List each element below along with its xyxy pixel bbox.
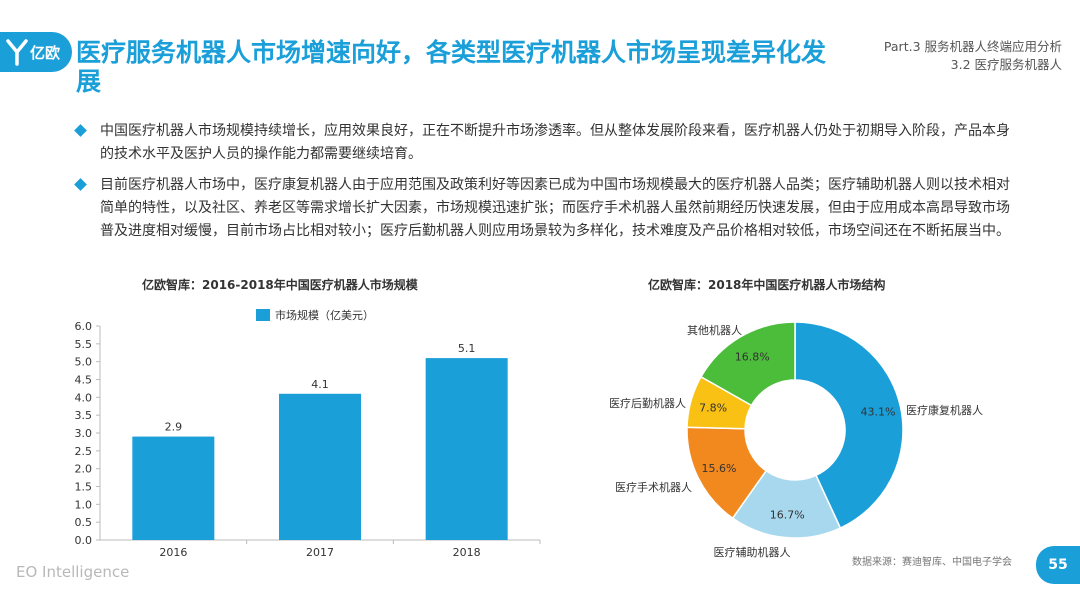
- bullet-list: 中国医疗机器人市场规模持续增长，应用效果良好，正在不断提升市场渗透率。但从整体发…: [74, 120, 1014, 251]
- page-number: 55: [1036, 546, 1080, 584]
- slice-category-label: 其他机器人: [687, 323, 742, 337]
- y-tick-label: 3.5: [75, 409, 93, 422]
- page-title: 医疗服务机器人市场增速向好，各类型医疗机器人市场呈现差异化发展: [76, 38, 827, 96]
- slice-category-label: 医疗手术机器人: [615, 480, 692, 494]
- donut-slice: [794, 321, 904, 530]
- brand-y-icon: [6, 39, 28, 66]
- bullet-item: 目前医疗机器人市场中，医疗康复机器人由于应用范围及政策利好等因素已成为中国市场规…: [74, 174, 1014, 243]
- y-tick-label: 1.0: [75, 498, 93, 511]
- legend-label: 市场规模（亿美元）: [275, 308, 374, 322]
- brand-logo-text: 亿欧: [30, 43, 61, 62]
- slice-percent-label: 16.7%: [770, 509, 805, 522]
- x-tick-label: 2017: [306, 546, 334, 559]
- bullet-text: 中国医疗机器人市场规模持续增长，应用效果良好，正在不断提升市场渗透率。但从整体发…: [100, 123, 1010, 162]
- slice-category-label: 医疗后勤机器人: [609, 396, 686, 410]
- bar: [279, 393, 361, 540]
- bar-value-label: 4.1: [311, 378, 329, 391]
- y-tick-label: 0.0: [75, 534, 93, 547]
- slice-percent-label: 15.6%: [702, 462, 737, 475]
- slice-percent-label: 43.1%: [861, 406, 896, 419]
- y-tick-label: 2.0: [75, 463, 93, 476]
- y-tick-label: 5.0: [75, 356, 93, 369]
- donut-slice: [699, 321, 796, 407]
- bullet-text: 目前医疗机器人市场中，医疗康复机器人由于应用范围及政策利好等因素已成为中国市场规…: [100, 177, 1010, 239]
- y-tick-label: 5.5: [75, 338, 93, 351]
- section-label: Part.3 服务机器人终端应用分析 3.2 医疗服务机器人: [884, 38, 1062, 74]
- y-tick-label: 2.5: [75, 445, 93, 458]
- y-tick-label: 6.0: [75, 320, 93, 333]
- section-line-1: Part.3 服务机器人终端应用分析: [883, 39, 1062, 54]
- slice-category-label: 医疗辅助机器人: [714, 545, 791, 559]
- section-line-2: 3.2 医疗服务机器人: [950, 57, 1062, 72]
- bar: [132, 436, 215, 540]
- brand-logo: 亿欧: [0, 32, 72, 72]
- x-tick-label: 2016: [159, 546, 187, 559]
- slice-percent-label: 7.8%: [699, 401, 727, 414]
- legend-swatch: [256, 309, 270, 321]
- bar-value-label: 5.1: [458, 342, 476, 355]
- x-tick-label: 2018: [453, 546, 481, 559]
- footer-brand: EO Intelligence: [16, 563, 130, 581]
- donut-slice: [731, 469, 842, 539]
- y-tick-label: 1.5: [75, 481, 93, 494]
- bar-value-label: 2.9: [165, 421, 183, 434]
- donut-chart-title: 亿欧智库：2018年中国医疗机器人市场结构: [648, 278, 886, 292]
- bullet-item: 中国医疗机器人市场规模持续增长，应用效果良好，正在不断提升市场渗透率。但从整体发…: [74, 120, 1014, 166]
- slice-percent-label: 16.8%: [735, 351, 770, 364]
- slice-category-label: 医疗康复机器人: [906, 403, 983, 417]
- bar-chart-title: 亿欧智库：2016-2018年中国医疗机器人市场规模: [142, 278, 418, 292]
- y-tick-label: 4.5: [75, 374, 93, 387]
- y-tick-label: 0.5: [75, 516, 93, 529]
- y-tick-label: 3.0: [75, 427, 93, 440]
- data-source: 数据来源：赛迪智库、中国电子学会: [852, 557, 1012, 568]
- y-tick-label: 4.0: [75, 391, 93, 404]
- bar: [425, 358, 508, 540]
